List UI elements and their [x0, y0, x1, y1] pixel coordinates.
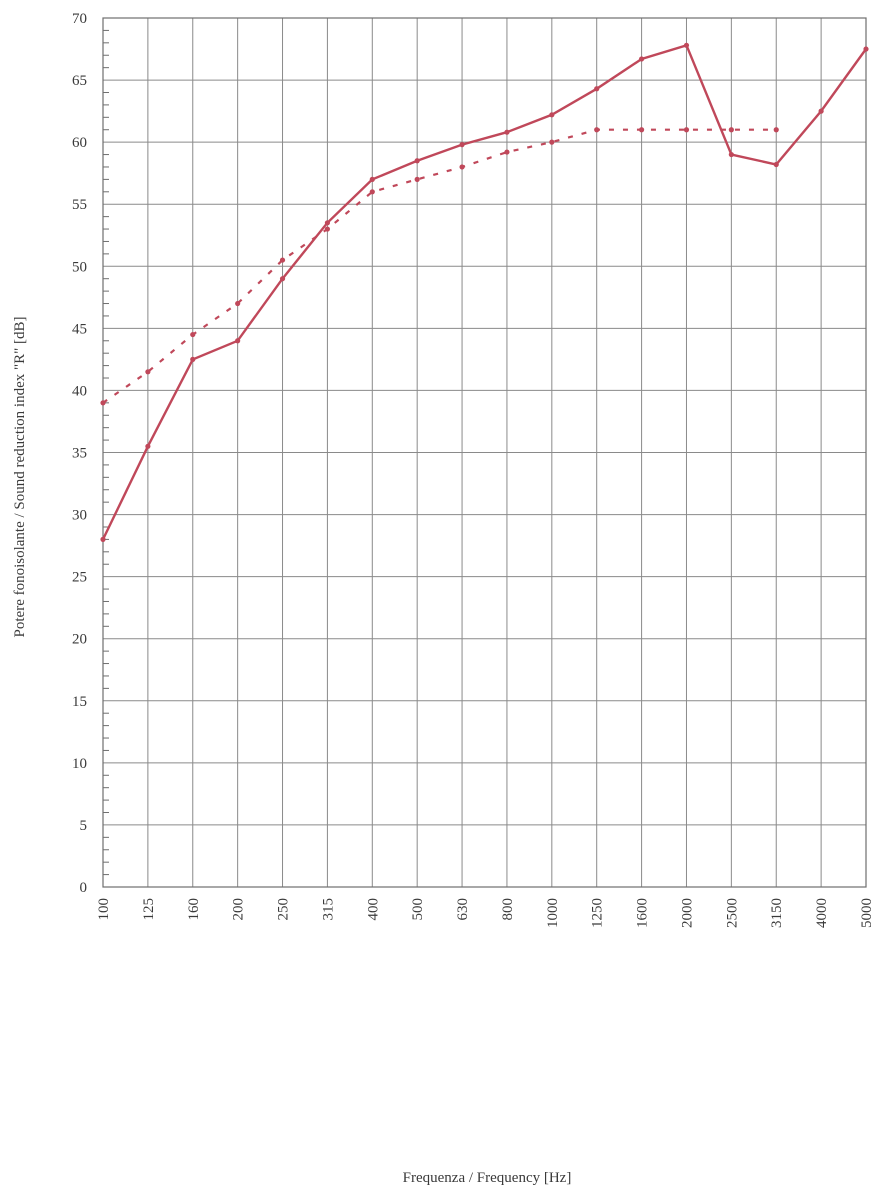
data-point [414, 158, 420, 164]
dashed-series-line [102, 128, 777, 404]
x-tick-label: 630 [455, 898, 471, 921]
data-point [863, 46, 869, 52]
data-point [728, 127, 734, 133]
data-point [100, 400, 106, 406]
x-tick-label: 500 [410, 898, 426, 921]
data-point [145, 369, 151, 375]
y-tick-label: 35 [72, 446, 87, 462]
data-point [773, 127, 779, 133]
data-point [818, 108, 824, 114]
x-tick-label: 100 [96, 898, 112, 921]
y-tick-label: 5 [80, 818, 88, 834]
y-tick-label: 20 [72, 632, 87, 648]
plot-frame [102, 17, 867, 888]
y-tick-label: 0 [80, 880, 88, 896]
x-tick-label: 1000 [545, 898, 561, 928]
y-tick-label: 25 [72, 570, 87, 586]
data-point [145, 443, 151, 449]
grid [102, 17, 867, 888]
data-point [728, 151, 734, 158]
data-point [683, 42, 690, 48]
y-tick-label: 40 [72, 383, 87, 399]
data-point [504, 129, 510, 135]
data-series [100, 42, 869, 543]
x-tick-labels: 100 125 160 200 250 315 400 500 630 800 1000 1250 16… [96, 898, 875, 928]
y-tick-label: 50 [72, 259, 87, 275]
data-point [773, 161, 779, 168]
y-tick-label: 10 [72, 756, 87, 772]
x-tick-label: 1250 [590, 898, 606, 928]
data-point [235, 300, 241, 307]
data-point [683, 127, 690, 133]
x-tick-label: 2500 [724, 898, 740, 928]
x-tick-label: 2000 [679, 898, 695, 928]
x-tick-label: 400 [365, 898, 381, 921]
data-point [638, 127, 645, 133]
x-axis-title: Frequenza / Frequency [Hz] [403, 1170, 572, 1186]
data-point [459, 164, 465, 170]
data-point [638, 56, 645, 62]
y-tick-label: 15 [72, 694, 87, 710]
x-tick-label: 3150 [769, 898, 785, 928]
x-tick-label: 315 [320, 898, 336, 921]
y-tick-label: 60 [72, 135, 87, 151]
y-tick-label: 45 [72, 321, 87, 337]
data-point [190, 356, 196, 362]
y-tick-label: 55 [72, 197, 87, 213]
data-point [369, 189, 375, 195]
x-tick-label: 125 [141, 898, 157, 921]
x-tick-label: 5000 [859, 898, 875, 928]
y-axis-title: Potere fonoisolante / Sound reduction in… [12, 317, 28, 638]
data-point [324, 226, 331, 232]
x-tick-label: 200 [231, 898, 247, 921]
y-tick-label: 30 [72, 508, 87, 524]
y-minor-ticks [103, 29, 109, 876]
data-point [190, 331, 196, 338]
data-point [504, 149, 510, 155]
data-point [369, 176, 375, 182]
data-point [594, 86, 600, 92]
data-point [594, 127, 600, 133]
x-tick-label: 250 [276, 898, 292, 921]
y-tick-labels: 0 5 10 15 20 25 30 35 40 45 50 55 60 65 70 [72, 11, 87, 896]
data-point [100, 536, 106, 543]
data-point [459, 142, 465, 148]
data-point [279, 276, 286, 282]
x-tick-label: 800 [500, 898, 516, 921]
data-point [414, 176, 420, 182]
data-point [549, 139, 555, 145]
y-tick-label: 70 [72, 11, 87, 27]
data-point [235, 338, 241, 344]
solid-series-line [101, 43, 867, 540]
data-point [279, 257, 286, 263]
x-tick-label: 1600 [635, 898, 651, 928]
x-tick-label: 4000 [814, 898, 830, 928]
data-point [324, 220, 331, 226]
data-point [549, 112, 555, 118]
y-tick-label: 65 [72, 73, 87, 89]
x-tick-label: 160 [186, 898, 202, 921]
